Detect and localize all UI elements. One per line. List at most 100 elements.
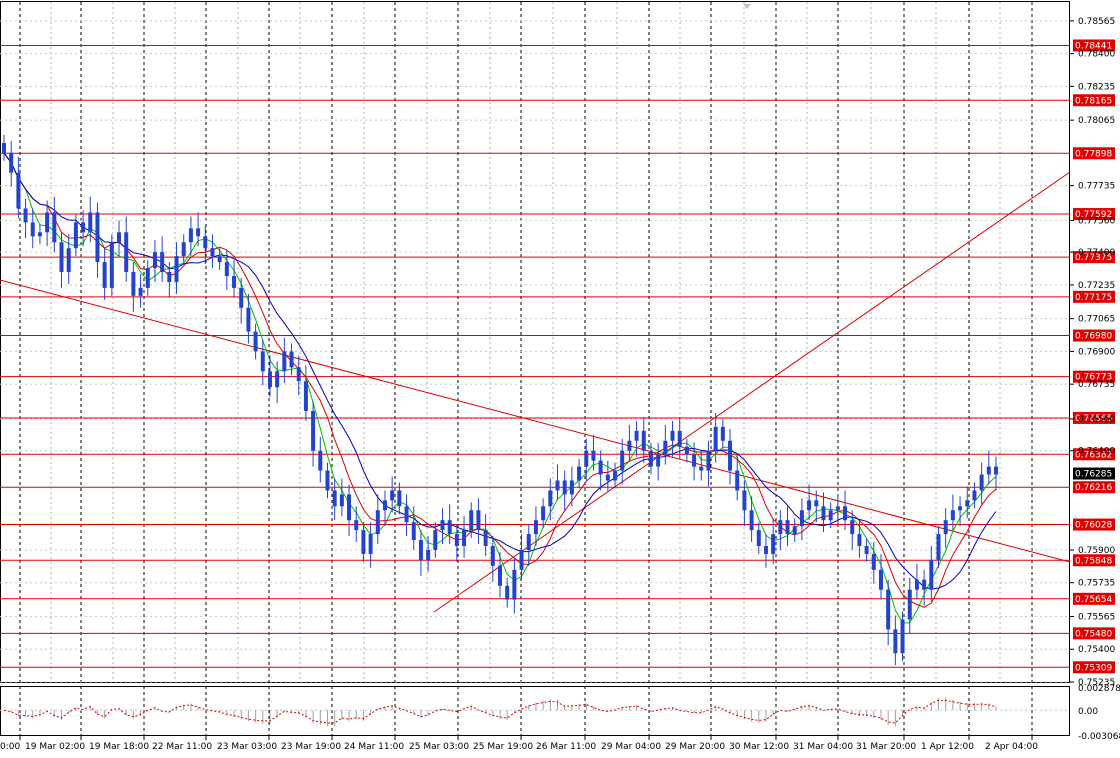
- candle-body: [203, 236, 208, 249]
- candle-body: [893, 629, 898, 654]
- candle-body: [160, 252, 165, 273]
- candle-body: [66, 248, 71, 273]
- price-level-label: 0.78441: [1075, 41, 1112, 51]
- candle-body: [994, 466, 998, 475]
- price-level-label: 0.75848: [1075, 556, 1112, 566]
- candle-body: [45, 212, 50, 233]
- osc-tick-label: 0.002878: [1078, 684, 1120, 694]
- current-price-label: 0.76285: [1075, 470, 1112, 480]
- osc-tick-label: -0.003068: [1078, 732, 1120, 742]
- candle-body: [785, 520, 790, 535]
- y-tick-label: 0.75900: [1078, 546, 1115, 556]
- candle-body: [613, 470, 618, 481]
- price-level-label: 0.75654: [1075, 595, 1112, 605]
- candle-body: [296, 367, 301, 382]
- candle-body: [950, 510, 955, 521]
- candle-body: [936, 534, 941, 560]
- price-level-label: 0.77898: [1075, 149, 1112, 159]
- x-tick-label: 26 Mar 11:00: [536, 742, 596, 752]
- price-level-label: 0.77592: [1075, 210, 1112, 220]
- y-tick-label: 0.75400: [1078, 645, 1115, 655]
- scroll-marker-icon[interactable]: [743, 4, 751, 9]
- x-tick-label: 24 Mar 11:00: [344, 742, 404, 752]
- candle-body: [972, 490, 977, 501]
- candle-body: [620, 450, 625, 471]
- candle-body: [318, 450, 323, 471]
- y-tick-label: 0.78235: [1078, 82, 1115, 92]
- y-tick-label: 0.76560: [1078, 415, 1115, 425]
- candle-body: [217, 256, 222, 263]
- price-level-tag: [1073, 481, 1115, 494]
- candle-body: [533, 520, 538, 535]
- candle-body: [23, 208, 28, 223]
- price-axis: 0.78565 0.78400 0.78235 0.78065 0.77735 0.775…: [1070, 17, 1115, 688]
- trend-line-down[interactable]: [0, 279, 1071, 563]
- candle-body: [88, 212, 93, 233]
- candle-body: [347, 494, 352, 521]
- candle-body: [979, 474, 984, 491]
- oscillator: 0.002878 0.00 -0.003068: [0, 684, 1120, 742]
- candle-body: [814, 500, 819, 507]
- candle-body: [339, 494, 344, 507]
- candle-body: [9, 152, 14, 173]
- grid: [0, 2, 1070, 735]
- price-level-tag: [1073, 208, 1115, 221]
- price-level-tag: [1073, 661, 1115, 674]
- price-level-label: 0.76216: [1075, 483, 1112, 493]
- price-level-label: 0.75309: [1075, 663, 1112, 673]
- candle-body: [519, 549, 524, 570]
- y-tick-label: 0.77735: [1078, 182, 1115, 192]
- candle-body: [943, 520, 948, 535]
- candle-body: [778, 520, 783, 535]
- candle-body: [886, 589, 891, 630]
- trend-line-up[interactable]: [433, 171, 1071, 613]
- y-tick-label: 0.78400: [1078, 50, 1115, 60]
- candle-body: [483, 530, 488, 546]
- price-level-label: 0.76028: [1075, 521, 1112, 531]
- price-level-label: 0.76773: [1075, 373, 1112, 383]
- candle-body: [81, 222, 86, 233]
- candle-body: [634, 430, 639, 441]
- candle-body: [145, 268, 150, 288]
- candle-body: [426, 549, 431, 560]
- candle-body: [382, 500, 387, 511]
- candle-body: [167, 272, 172, 282]
- x-tick-label: 23 Mar 03:00: [217, 742, 277, 752]
- candle-body: [756, 530, 761, 546]
- candle-body: [850, 520, 855, 535]
- candle-body: [720, 426, 725, 441]
- x-tick-label: 19 Mar 18:00: [89, 742, 149, 752]
- price-level-label: 0.76382: [1075, 450, 1112, 460]
- x-tick-label: 25 Mar 19:00: [473, 742, 533, 752]
- candle-body: [843, 506, 848, 521]
- price-level-tag: [1073, 94, 1115, 107]
- candle-body: [30, 222, 35, 237]
- candle-body: [95, 212, 100, 263]
- candle-body: [16, 172, 21, 209]
- candle-body: [627, 440, 632, 451]
- price-level-tag: [1073, 411, 1115, 424]
- candle-body: [835, 506, 840, 511]
- candle-body: [656, 454, 661, 467]
- candle-body: [871, 553, 876, 570]
- y-tick-label: 0.75735: [1078, 579, 1115, 589]
- price-level-label: 0.75480: [1075, 629, 1112, 639]
- candle-body: [196, 228, 201, 237]
- candle-body: [117, 232, 122, 243]
- candle-body: [174, 256, 179, 282]
- y-tick-label: 0.78565: [1078, 17, 1115, 27]
- candle-body: [253, 331, 258, 352]
- candle-body: [131, 272, 136, 296]
- candle-body: [59, 242, 64, 273]
- price-level-tag: [1073, 448, 1115, 461]
- candle-body: [109, 242, 114, 288]
- candle-body: [52, 212, 57, 243]
- y-tick-label: 0.75235: [1078, 678, 1115, 688]
- price-level-tag: [1073, 290, 1115, 303]
- candle-body: [749, 510, 754, 531]
- osc-tick-label: 0.00: [1078, 707, 1098, 717]
- candle-body: [188, 228, 193, 243]
- candle-body: [562, 480, 567, 495]
- candle-body: [670, 430, 675, 441]
